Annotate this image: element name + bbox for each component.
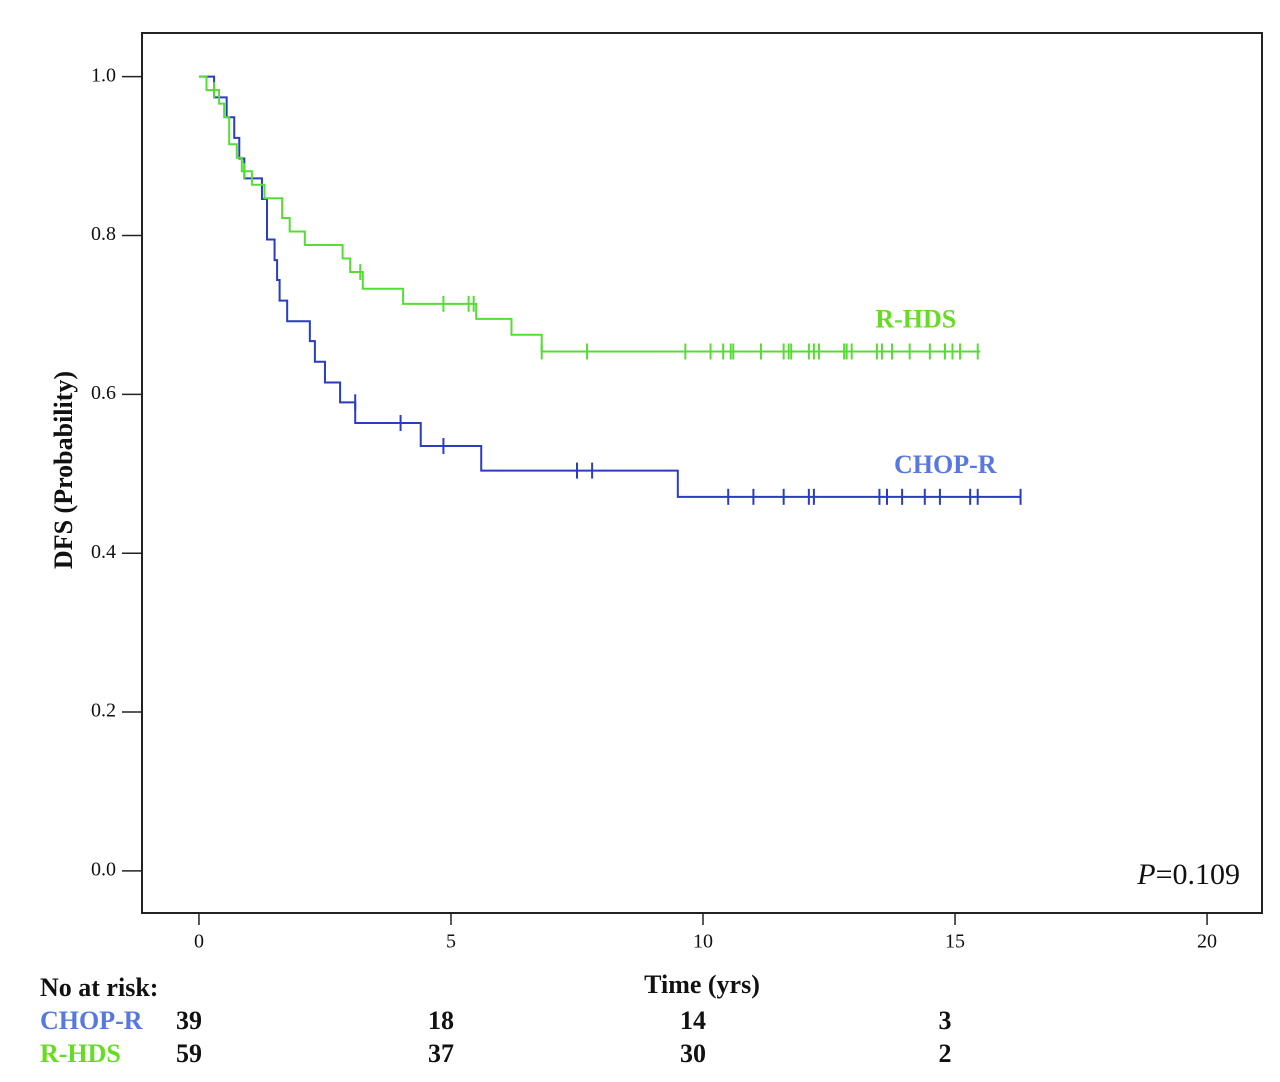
plot-frame: [141, 32, 1263, 914]
y-tick-label: 0.6: [91, 382, 116, 404]
risk-count: 30: [680, 1039, 706, 1068]
y-axis-label: DFS (Probability): [49, 371, 78, 569]
risk-count: 18: [428, 1006, 454, 1035]
x-tick-label: 0: [194, 931, 204, 953]
y-tick-label: 0.8: [91, 223, 116, 245]
risk-count: 39: [176, 1006, 202, 1035]
y-tick-label: 0.2: [91, 700, 116, 722]
risk-title: No at risk:: [40, 973, 158, 1002]
series-label: CHOP-R: [894, 450, 997, 479]
y-tick-label: 0.0: [91, 858, 116, 880]
x-axis-label: Time (yrs): [644, 970, 760, 999]
survival-curve: [198, 75, 1021, 498]
risk-count: 3: [939, 1006, 952, 1035]
p-value: P=0.109: [1136, 858, 1240, 891]
risk-count: 37: [428, 1039, 454, 1068]
x-tick-label: 15: [945, 931, 965, 953]
risk-count: 59: [176, 1039, 202, 1068]
x-tick-label: 5: [446, 931, 456, 953]
p-text: =0.109: [1156, 858, 1240, 891]
x-tick-label: 20: [1197, 931, 1217, 953]
survival-curve: [198, 75, 981, 353]
risk-row-label: CHOP-R: [40, 1006, 143, 1035]
risk-count: 2: [939, 1039, 952, 1068]
risk-row-label: R-HDS: [40, 1039, 121, 1068]
y-tick-label: 1.0: [91, 64, 116, 86]
p-symbol: P: [1136, 858, 1155, 891]
x-tick-label: 10: [693, 931, 713, 953]
y-tick-label: 0.4: [91, 541, 116, 563]
risk-count: 14: [680, 1006, 706, 1035]
series-label: R-HDS: [875, 304, 956, 333]
